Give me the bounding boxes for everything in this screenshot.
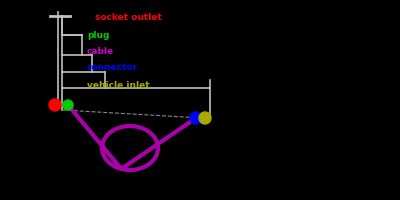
Circle shape [199,112,211,124]
Text: cable: cable [87,47,114,56]
Circle shape [63,100,73,110]
Text: connector: connector [87,64,138,72]
Circle shape [190,112,202,124]
Text: socket outlet: socket outlet [95,14,162,22]
Circle shape [49,99,61,111]
Text: plug: plug [87,30,109,40]
Text: vehicle inlet: vehicle inlet [87,80,150,90]
